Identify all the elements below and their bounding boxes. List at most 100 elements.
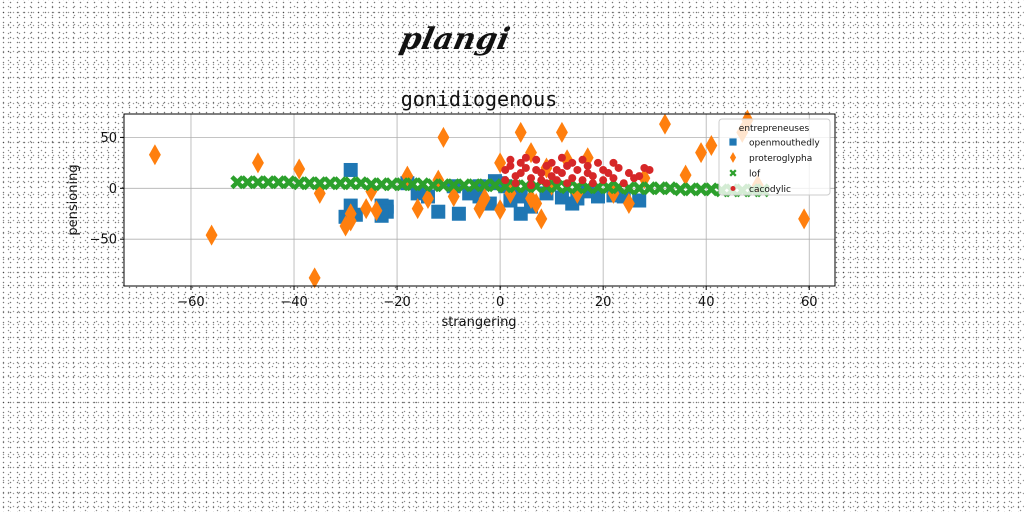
proteroglypha-point — [494, 199, 507, 221]
cacodylic-point — [547, 158, 556, 167]
lof-point — [374, 177, 389, 192]
cacodylic-point — [521, 153, 530, 162]
proteroglypha-point — [514, 121, 527, 143]
chart-title: gonidiogenous — [401, 87, 558, 111]
x-tick-label: 60 — [801, 295, 818, 310]
cacodylic-point — [563, 179, 572, 188]
proteroglypha-point — [555, 121, 568, 143]
lof-point — [704, 182, 719, 197]
lof-point — [632, 181, 647, 196]
cacodylic-point — [588, 172, 597, 181]
cacodylic-point — [583, 161, 592, 170]
legend-label-openmouthedly: openmouthedly — [749, 139, 820, 149]
openmouthedly-point — [343, 162, 358, 177]
plot-frame — [123, 113, 836, 287]
cacodylic-point — [609, 174, 618, 183]
cacodylic-point — [501, 176, 510, 185]
cacodylic-point — [527, 181, 536, 190]
lof-point — [364, 177, 379, 192]
y-tick-label: 50 — [100, 131, 117, 146]
openmouthedly-point — [451, 206, 466, 221]
lof-point — [446, 178, 461, 193]
y-tick-label: 0 — [109, 182, 117, 197]
lof-point — [343, 176, 358, 191]
y-axis-label: pensioning — [66, 164, 81, 235]
proteroglypha-point — [293, 158, 306, 180]
lof-point — [240, 175, 255, 190]
cacodylic-point — [542, 179, 551, 188]
cacodylic-point — [527, 174, 536, 183]
lof-point — [395, 177, 410, 192]
lof-point — [477, 178, 492, 193]
cacodylic-point — [568, 174, 577, 183]
lof-point — [384, 177, 399, 192]
proteroglypha-point — [360, 198, 373, 220]
cacodylic-point — [521, 163, 530, 172]
cacodylic-point — [537, 169, 546, 178]
lof-point — [271, 175, 286, 190]
x-tick-label: 40 — [698, 295, 715, 310]
axis-ticks: −60 −40 −20 0 20 40 60 −50 0 50 — [90, 131, 818, 310]
lof-point — [323, 176, 338, 191]
lof-point — [498, 179, 513, 194]
cacodylic-point — [624, 169, 633, 178]
series-cacodylic — [501, 153, 654, 190]
legend-marker-cacodylic — [730, 186, 736, 191]
cacodylic-point — [506, 155, 515, 164]
proteroglypha-point — [581, 147, 594, 169]
cacodylic-point — [506, 161, 515, 170]
proteroglypha-point — [205, 224, 218, 246]
lof-point — [405, 177, 420, 192]
legend-marker-proteroglypha — [729, 152, 737, 163]
lof-point — [549, 179, 564, 194]
proteroglypha-point — [622, 193, 635, 215]
data-marks — [148, 109, 811, 289]
lof-point — [261, 175, 276, 190]
cacodylic-point — [568, 158, 577, 167]
lof-point — [436, 178, 451, 193]
x-tick-label: −20 — [383, 295, 410, 310]
legend-title: entrepreneuses — [739, 124, 810, 134]
proteroglypha-point — [705, 135, 718, 157]
legend-marker-lof — [729, 169, 737, 177]
legend-marker-openmouthedly — [729, 138, 737, 146]
cacodylic-point — [645, 165, 654, 174]
lof-point — [673, 182, 688, 197]
proteroglypha-point — [252, 152, 264, 174]
x-tick-label: −40 — [280, 295, 307, 310]
legend-label-lof: lof — [749, 170, 761, 180]
cacodylic-point — [619, 179, 628, 188]
x-axis-label: strangering — [441, 315, 516, 330]
lof-point — [642, 181, 657, 196]
openmouthedly-point — [632, 193, 647, 208]
proteroglypha-point — [148, 144, 161, 166]
cacodylic-point — [594, 158, 602, 167]
lof-point — [467, 178, 482, 193]
proteroglypha-point — [411, 198, 424, 220]
cacodylic-point — [511, 179, 520, 188]
lof-point — [663, 181, 678, 196]
lof-point — [487, 178, 502, 193]
lof-point — [457, 178, 472, 193]
openmouthedly-point — [431, 204, 446, 219]
proteroglypha-point — [545, 174, 558, 196]
lof-point — [302, 176, 317, 191]
proteroglypha-point — [344, 203, 357, 225]
lof-point — [230, 175, 245, 190]
x-tick-label: 20 — [595, 295, 612, 310]
cacodylic-point — [578, 155, 587, 164]
cacodylic-point — [609, 158, 618, 167]
proteroglypha-point — [695, 142, 707, 164]
cacodylic-point — [557, 153, 566, 162]
lof-point — [415, 177, 430, 192]
lof-point — [281, 175, 296, 190]
cacodylic-point — [599, 176, 608, 185]
proteroglypha-point — [535, 208, 548, 230]
cacodylic-point — [557, 169, 566, 178]
legend-box — [718, 118, 831, 196]
cacodylic-point — [573, 165, 582, 174]
lof-point — [426, 178, 441, 193]
cacodylic-point — [635, 172, 644, 181]
proteroglypha-point — [798, 208, 811, 230]
proteroglypha-point — [571, 182, 584, 204]
